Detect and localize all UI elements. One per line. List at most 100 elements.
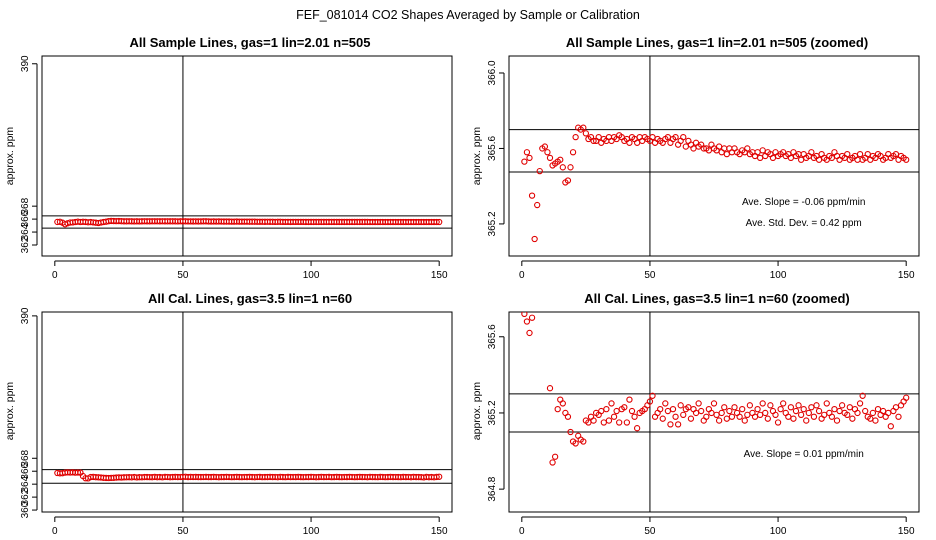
data-points — [521, 124, 910, 243]
y-tick-label: 364 — [20, 223, 31, 240]
plot-frame — [508, 55, 920, 257]
x-tick-label: 0 — [52, 270, 58, 281]
data-point — [608, 400, 615, 407]
data-point — [705, 147, 713, 154]
data-point — [559, 164, 566, 171]
data-point — [800, 405, 807, 413]
data-point — [777, 405, 784, 413]
data-point — [854, 409, 861, 417]
data-point — [667, 421, 674, 428]
data-point — [626, 396, 633, 403]
x-tick-label: 150 — [898, 270, 915, 281]
data-point — [433, 473, 440, 481]
data-point — [785, 413, 792, 420]
data-point — [626, 139, 633, 146]
data-point — [680, 411, 687, 419]
data-point — [662, 400, 669, 407]
data-point — [580, 438, 587, 445]
data-point — [769, 154, 777, 162]
data-point — [557, 156, 564, 163]
data-point — [713, 411, 720, 419]
data-point — [535, 296, 540, 301]
y-tick-label: 390 — [20, 307, 31, 324]
data-point — [610, 413, 618, 420]
data-point — [859, 392, 866, 399]
data-point — [756, 154, 764, 162]
data-point — [680, 133, 687, 141]
data-point — [759, 147, 766, 154]
y-tick-label: 390 — [20, 55, 31, 72]
x-tick-label: 100 — [770, 526, 787, 537]
data-point — [731, 404, 738, 411]
data-point — [874, 405, 882, 413]
data-point — [885, 409, 892, 417]
y-tick-label: 368 — [20, 197, 31, 214]
x-tick-label: 0 — [519, 270, 525, 281]
data-point — [849, 415, 856, 422]
data-point — [542, 300, 547, 305]
data-point — [74, 469, 82, 476]
panel-cal-lines-zoomed: All Cal. Lines, gas=3.5 lin=1 n=60 (zoom… — [471, 291, 920, 537]
y-tick-label: 360 — [20, 501, 31, 518]
data-point — [582, 130, 590, 137]
data-point — [523, 149, 531, 156]
data-point — [721, 404, 728, 411]
data-point — [715, 143, 723, 150]
data-point — [685, 404, 692, 411]
data-point — [728, 413, 736, 420]
data-point — [892, 404, 900, 411]
data-point — [828, 413, 836, 420]
x-tick-label: 150 — [431, 526, 448, 537]
data-point — [528, 314, 536, 321]
data-point — [772, 411, 779, 419]
data-point — [572, 440, 579, 447]
data-point — [803, 417, 810, 424]
x-tick-label: 100 — [303, 270, 320, 281]
data-point — [872, 417, 879, 424]
data-point — [554, 405, 561, 413]
plot-frame — [508, 311, 920, 513]
annotation-text: Ave. Std. Dev. = 0.42 ppm — [746, 218, 862, 229]
data-point — [621, 404, 628, 411]
data-point — [436, 473, 443, 480]
data-point — [867, 415, 874, 422]
x-tick-label: 150 — [431, 270, 448, 281]
data-point — [532, 306, 537, 311]
data-point — [628, 407, 636, 415]
data-points — [54, 469, 443, 482]
data-point — [659, 415, 666, 422]
data-point — [792, 407, 800, 415]
data-point — [433, 218, 440, 226]
data-point — [698, 407, 705, 415]
data-point — [677, 402, 684, 409]
data-point — [703, 413, 710, 420]
data-point — [674, 421, 682, 428]
data-point — [762, 409, 769, 417]
y-axis-label: approx. ppm — [4, 382, 16, 441]
annotation-text: Ave. Slope = -0.06 ppm/min — [742, 197, 866, 208]
figure-suptitle: FEF_081014 CO2 Shapes Averaged by Sample… — [296, 8, 640, 22]
data-point — [672, 133, 679, 141]
data-point — [690, 145, 697, 152]
data-point — [623, 419, 631, 426]
data-point — [646, 398, 654, 405]
data-point — [528, 192, 536, 199]
data-point — [892, 150, 900, 158]
data-points — [54, 217, 443, 228]
data-point — [536, 167, 543, 175]
data-point — [531, 235, 538, 243]
y-tick-label: 368 — [20, 449, 31, 466]
data-point — [569, 149, 577, 156]
panel-sample-lines-zoomed: All Sample Lines, gas=1 lin=2.01 n=505 (… — [471, 35, 920, 281]
x-tick-label: 50 — [644, 270, 656, 281]
data-point — [715, 417, 723, 424]
data-point — [741, 417, 748, 424]
data-point — [546, 154, 554, 162]
data-point — [545, 306, 550, 311]
data-point — [823, 400, 830, 407]
data-point — [854, 156, 861, 163]
data-point — [744, 411, 751, 419]
data-point — [631, 413, 638, 420]
x-tick-label: 50 — [644, 526, 656, 537]
data-points — [521, 296, 910, 466]
